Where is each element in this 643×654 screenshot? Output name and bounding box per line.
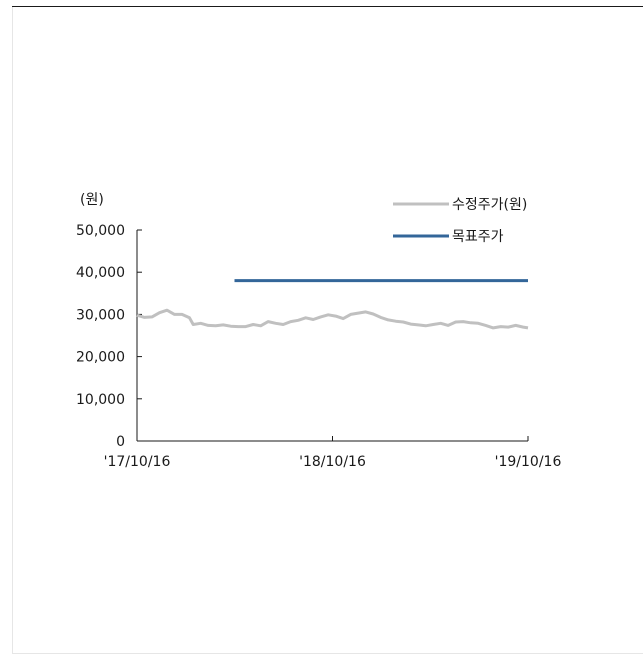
y-tick-label: 20,000 — [76, 350, 125, 366]
legend-label: 목표주가 — [452, 229, 504, 245]
y-tick-label: 10,000 — [76, 392, 125, 408]
y-tick-label: 30,000 — [76, 307, 125, 323]
y-tick-label: 50,000 — [76, 223, 125, 239]
series-layer — [136, 279, 529, 330]
x-tick-label: '19/10/16 — [495, 454, 562, 470]
x-tick-label: '17/10/16 — [104, 454, 171, 470]
adjusted-price-line — [136, 308, 529, 330]
x-tick-label: '18/10/16 — [299, 454, 366, 470]
legend: 수정주가(원) 목표주가 — [393, 197, 527, 245]
x-axis: '17/10/16 '18/10/16 '19/10/16 — [104, 436, 562, 470]
top-rule — [12, 6, 643, 7]
y-axis: 50,000 40,000 30,000 20,000 10,000 0 — [76, 223, 142, 450]
legend-label: 수정주가(원) — [452, 197, 527, 213]
y-unit-label: (원) — [80, 192, 104, 208]
y-tick-label: 0 — [116, 434, 125, 450]
y-tick-label: 40,000 — [76, 265, 125, 281]
